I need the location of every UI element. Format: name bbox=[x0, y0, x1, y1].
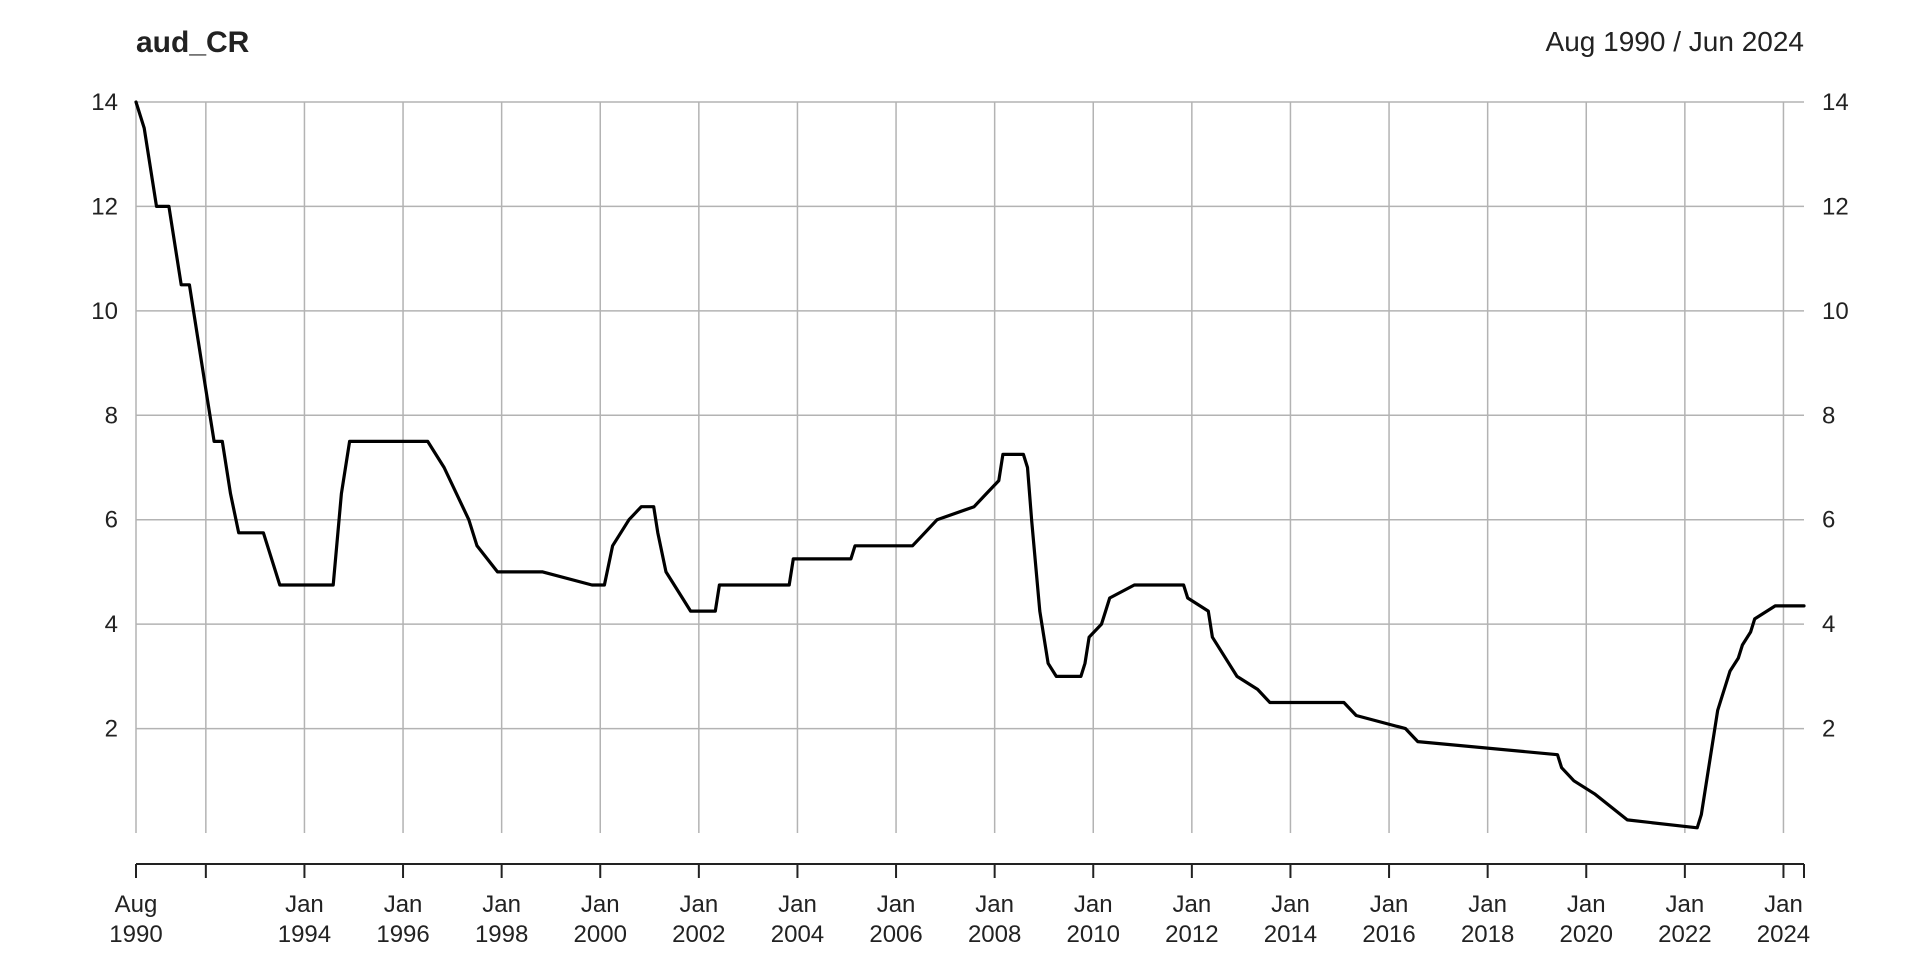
x-tick-label-month: Jan bbox=[1173, 891, 1212, 918]
x-tick-label-year: 1998 bbox=[475, 921, 528, 948]
x-tick-label-month: Jan bbox=[285, 891, 324, 918]
x-tick-label-month: Jan bbox=[1370, 891, 1409, 918]
y-tick-label-right: 4 bbox=[1822, 611, 1835, 638]
x-tick-label-year: 1994 bbox=[278, 921, 331, 948]
x-tick-label-year: 2000 bbox=[574, 921, 627, 948]
x-tick-label-month: Jan bbox=[877, 891, 916, 918]
x-tick-label-year: 2024 bbox=[1757, 921, 1810, 948]
x-tick-label-year: 2002 bbox=[672, 921, 725, 948]
x-tick-label-month: Jan bbox=[1468, 891, 1507, 918]
y-tick-label-right: 12 bbox=[1822, 193, 1849, 220]
x-tick-label-month: Jan bbox=[1666, 891, 1705, 918]
y-tick-label-left: 4 bbox=[105, 611, 118, 638]
y-tick-label-right: 8 bbox=[1822, 402, 1835, 429]
x-tick-label-month: Jan bbox=[679, 891, 718, 918]
x-tick-label-month: Jan bbox=[384, 891, 423, 918]
x-tick-label-month: Jan bbox=[482, 891, 521, 918]
x-tick-label-month: Jan bbox=[1764, 891, 1803, 918]
x-tick-label-year: 1996 bbox=[376, 921, 429, 948]
date-range-label: Aug 1990 / Jun 2024 bbox=[1545, 26, 1804, 57]
y-tick-label-right: 14 bbox=[1822, 89, 1849, 116]
x-tick-label-year: 2004 bbox=[771, 921, 824, 948]
x-tick-label-year: 2020 bbox=[1560, 921, 1613, 948]
x-tick-label-year: 2016 bbox=[1362, 921, 1415, 948]
x-tick-label-month: Jan bbox=[975, 891, 1014, 918]
y-tick-label-left: 14 bbox=[91, 89, 118, 116]
x-tick-label-month: Jan bbox=[1271, 891, 1310, 918]
y-tick-label-left: 10 bbox=[91, 298, 118, 325]
series-line-0 bbox=[134, 100, 1806, 830]
y-tick-label-left: 2 bbox=[105, 716, 118, 743]
x-tick-label-month: Aug bbox=[115, 891, 158, 918]
x-tick-label-year: 2022 bbox=[1658, 921, 1711, 948]
x-tick-label-year: 2014 bbox=[1264, 921, 1317, 948]
x-tick-label-year: 1990 bbox=[109, 921, 162, 948]
x-tick-label-year: 2010 bbox=[1067, 921, 1120, 948]
y-tick-label-left: 8 bbox=[105, 402, 118, 429]
y-tick-label-right: 10 bbox=[1822, 298, 1849, 325]
x-tick-label-month: Jan bbox=[778, 891, 817, 918]
x-tick-label-year: 2008 bbox=[968, 921, 1021, 948]
x-tick-label-month: Jan bbox=[581, 891, 620, 918]
x-tick-label-year: 2012 bbox=[1165, 921, 1218, 948]
x-tick-label-month: Jan bbox=[1074, 891, 1113, 918]
y-tick-label-left: 6 bbox=[105, 507, 118, 534]
chart-title: aud_CR bbox=[136, 26, 250, 59]
y-tick-label-left: 12 bbox=[91, 193, 118, 220]
x-tick-label-year: 2006 bbox=[869, 921, 922, 948]
x-tick-label-month: Jan bbox=[1567, 891, 1606, 918]
y-tick-label-right: 2 bbox=[1822, 716, 1835, 743]
y-tick-label-right: 6 bbox=[1822, 507, 1835, 534]
x-tick-label-year: 2018 bbox=[1461, 921, 1514, 948]
